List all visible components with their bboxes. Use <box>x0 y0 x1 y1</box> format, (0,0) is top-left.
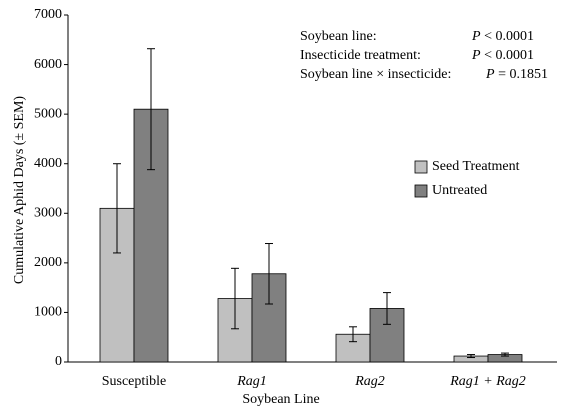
error-bar <box>265 243 273 305</box>
legend-swatch <box>414 184 428 198</box>
p-value: < 0.0001 <box>484 48 534 63</box>
error-bar <box>231 267 239 330</box>
x-tick-label: Rag1 <box>236 374 267 389</box>
p-symbol: P <box>471 48 481 63</box>
annotation-stat: P = 0.1851 <box>485 67 548 82</box>
y-tick-label: 7000 <box>34 7 62 22</box>
legend-swatch <box>414 160 428 174</box>
y-tick-label: 5000 <box>34 106 62 121</box>
p-value: < 0.0001 <box>484 29 534 44</box>
x-tick-label: Rag2 <box>354 374 385 389</box>
annotation-stat: P < 0.0001 <box>471 48 534 63</box>
x-tick-label: Rag1 + Rag2 <box>449 374 526 389</box>
error-bar <box>113 163 121 254</box>
p-value: = 0.1851 <box>498 67 548 82</box>
error-bar <box>383 292 391 325</box>
y-tick-label: 4000 <box>34 156 62 171</box>
y-axis-title: Cumulative Aphid Days (± SEM) <box>12 96 27 284</box>
error-bar <box>349 326 357 343</box>
annotation-label: Soybean line × insecticide: <box>300 67 451 82</box>
y-tick-label: 1000 <box>34 305 62 320</box>
legend-label: Untreated <box>432 183 487 198</box>
error-bar <box>501 352 509 357</box>
annotation-stat: P < 0.0001 <box>471 29 534 44</box>
error-bar <box>467 354 475 359</box>
x-tick-label: Susceptible <box>102 374 167 389</box>
error-bar <box>147 48 155 171</box>
annotation-label: Insecticide treatment: <box>300 48 421 63</box>
x-axis-title: Soybean Line <box>242 392 319 407</box>
y-tick-label: 0 <box>55 354 62 369</box>
bar <box>217 298 253 363</box>
legend-label: Seed Treatment <box>432 159 520 174</box>
p-symbol: P <box>485 67 495 82</box>
annotation-label: Soybean line: <box>300 29 377 44</box>
p-symbol: P <box>471 29 481 44</box>
y-tick-label: 6000 <box>34 57 62 72</box>
y-tick-label: 3000 <box>34 206 62 221</box>
y-tick-label: 2000 <box>34 255 62 270</box>
